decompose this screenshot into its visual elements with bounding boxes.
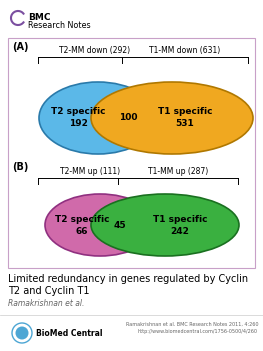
FancyBboxPatch shape [8, 38, 255, 268]
Text: http://www.biomedcentral.com/1756-0500/4/260: http://www.biomedcentral.com/1756-0500/4… [138, 329, 258, 334]
Text: BioMed Central: BioMed Central [36, 329, 103, 338]
Text: T1 specific: T1 specific [153, 214, 207, 224]
Ellipse shape [91, 194, 239, 256]
Ellipse shape [45, 194, 155, 256]
Text: T1-MM down (631): T1-MM down (631) [149, 46, 221, 55]
Text: (A): (A) [12, 42, 28, 52]
Text: 531: 531 [176, 119, 194, 128]
Text: T2-MM down (292): T2-MM down (292) [59, 46, 130, 55]
Text: Ramakrishnan et al.: Ramakrishnan et al. [8, 299, 84, 308]
Text: T2-MM up (111): T2-MM up (111) [60, 167, 120, 176]
Text: T2 and Cyclin T1: T2 and Cyclin T1 [8, 286, 89, 296]
Text: BMC: BMC [28, 13, 50, 22]
Text: 242: 242 [171, 226, 189, 236]
Text: 192: 192 [69, 119, 87, 128]
Ellipse shape [39, 82, 157, 154]
Text: Limited redundancy in genes regulated by Cyclin: Limited redundancy in genes regulated by… [8, 274, 248, 284]
Text: T2 specific: T2 specific [55, 214, 109, 224]
Text: Ramakrishnan et al. BMC Research Notes 2011, 4:260: Ramakrishnan et al. BMC Research Notes 2… [125, 322, 258, 327]
Text: T1-MM up (287): T1-MM up (287) [148, 167, 208, 176]
Circle shape [12, 323, 32, 343]
Text: (B): (B) [12, 162, 28, 172]
Text: Research Notes: Research Notes [28, 21, 91, 30]
Text: T2 specific: T2 specific [51, 107, 105, 117]
Text: 100: 100 [119, 113, 137, 122]
Text: 66: 66 [76, 226, 88, 236]
Ellipse shape [91, 82, 253, 154]
Text: 45: 45 [114, 220, 126, 230]
Circle shape [16, 326, 28, 339]
Text: T1 specific: T1 specific [158, 107, 212, 117]
